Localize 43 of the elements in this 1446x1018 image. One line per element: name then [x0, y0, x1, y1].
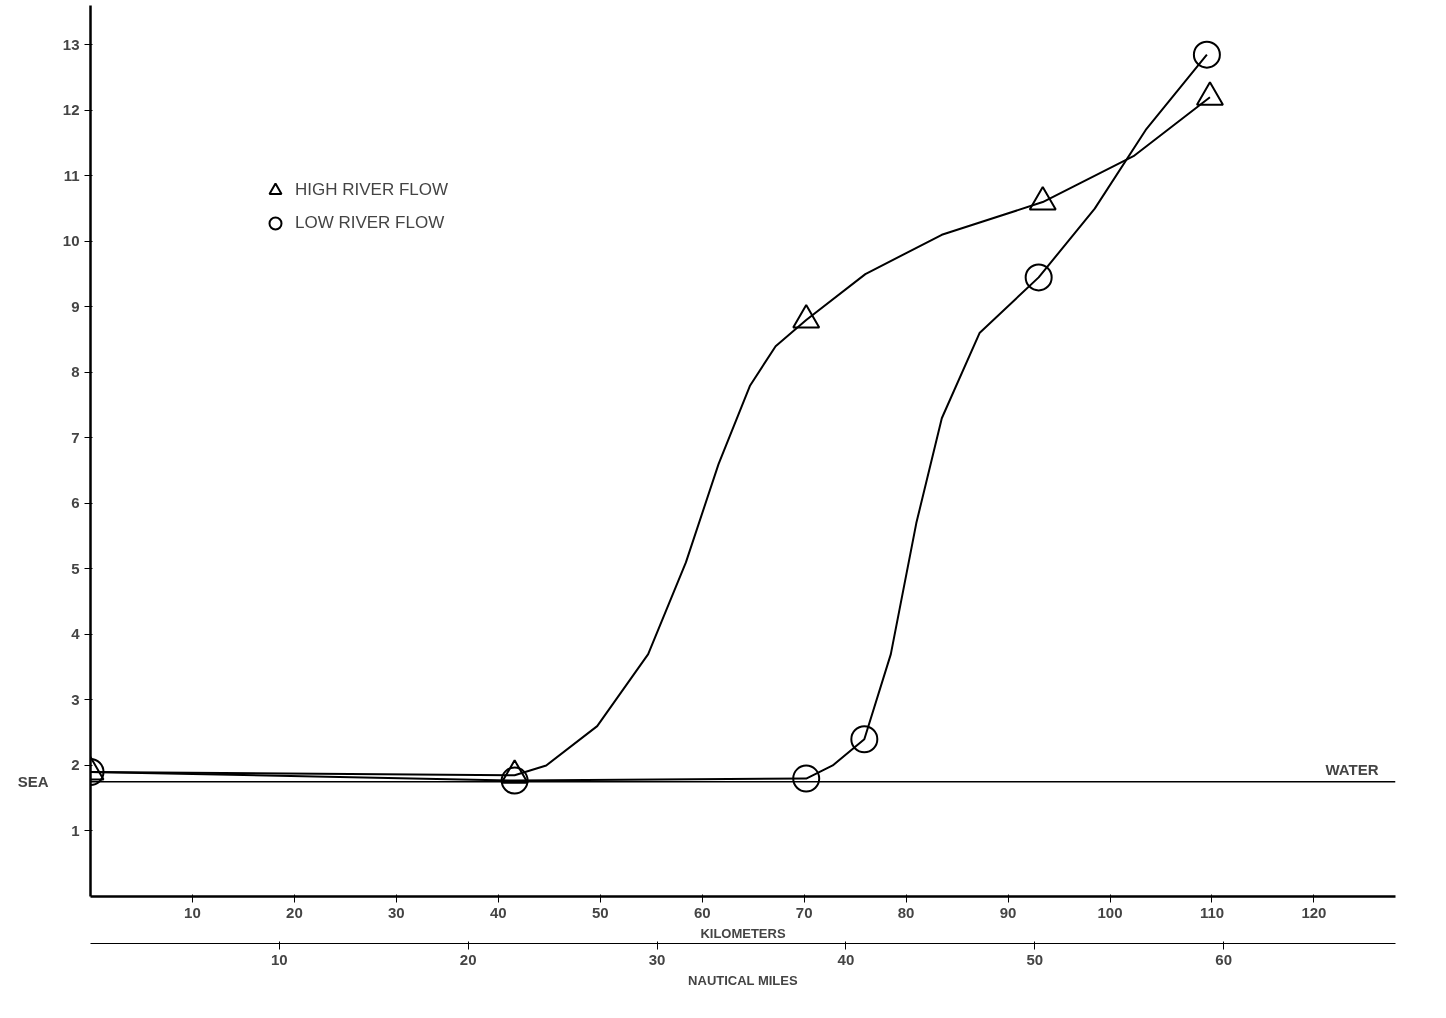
point: [1028, 186, 1057, 211]
x2-tick-label: 40: [837, 950, 855, 968]
x-tick-label: 20: [286, 903, 303, 921]
y-tick-label: 13: [62, 35, 80, 53]
point: [500, 766, 529, 795]
y-tick-label: 9: [71, 297, 80, 315]
y-tick-label: 5: [71, 559, 80, 577]
annotation: WATER: [1325, 760, 1379, 778]
y-tick-label: 3: [71, 690, 80, 708]
x-tick-label: 110: [1199, 903, 1225, 921]
x-axis-title: KILOMETERS: [700, 925, 786, 941]
ref-line-label: SEA: [17, 773, 49, 791]
y-tick-label: 10: [62, 232, 80, 250]
x-tick-label: 70: [795, 903, 813, 921]
legend-label: LOW RIVER FLOW: [295, 213, 445, 233]
x2-tick-label: 30: [648, 950, 666, 968]
y-tick-label: 1: [71, 821, 80, 839]
legend-label: HIGH RIVER FLOW: [295, 180, 449, 200]
x-tick-label: 60: [693, 903, 711, 921]
y-tick-label: 8: [71, 363, 80, 381]
x-tick-label: 120: [1301, 903, 1327, 921]
x2-tick-label: 10: [271, 950, 288, 968]
x2-tick-label: 50: [1026, 950, 1044, 968]
x-tick-label: 100: [1097, 903, 1123, 921]
y-tick-label: 12: [62, 101, 80, 119]
point: [792, 764, 821, 793]
y-tick-label: 2: [71, 756, 80, 774]
x-tick-label: 90: [999, 903, 1017, 921]
x2-tick-label: 20: [459, 950, 477, 968]
y-tick-label: 6: [71, 494, 80, 512]
y-tick-label: 4: [71, 625, 81, 643]
x-tick-label: 80: [897, 903, 915, 921]
x2-axis-title: NAUTICAL MILES: [688, 972, 798, 988]
point: [792, 303, 821, 329]
point: [1195, 81, 1224, 106]
y-tick-label: 11: [63, 166, 80, 184]
x-tick-label: 30: [388, 903, 405, 921]
x-tick-label: 50: [591, 903, 609, 921]
x2-tick-label: 60: [1215, 950, 1232, 968]
x-tick-label: 10: [184, 903, 201, 921]
y-tick-label: 7: [71, 428, 80, 446]
point: [850, 725, 879, 754]
x-tick-label: 40: [489, 903, 507, 921]
